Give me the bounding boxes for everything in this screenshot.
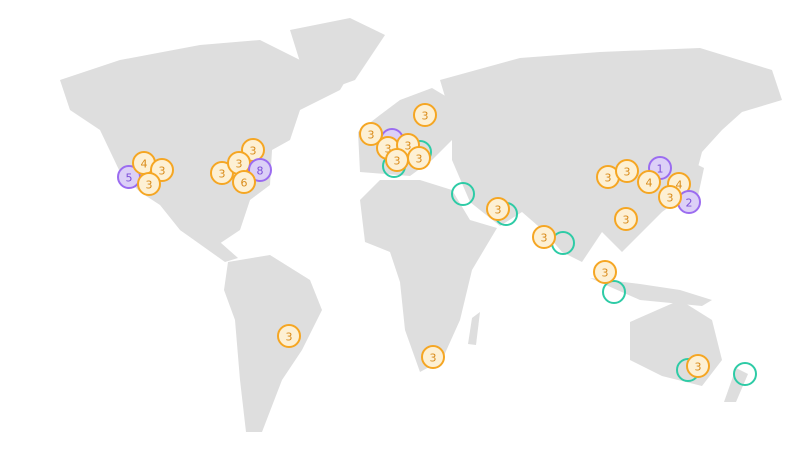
marker-count: 3 [286,331,293,344]
marker-circle [413,103,437,127]
region-marker[interactable]: 3 [137,172,161,196]
marker-count: 3 [368,129,375,142]
marker-count: 6 [241,177,248,190]
region-marker[interactable]: 8 [248,158,272,182]
north-america [60,40,355,250]
marker-count: 8 [257,165,264,178]
marker-circle [137,172,161,196]
marker-count: 3 [623,214,630,227]
marker-count: 3 [695,361,702,374]
region-marker[interactable]: 3 [486,197,510,221]
africa [360,180,497,372]
marker-count: 3 [602,267,609,280]
region-marker[interactable]: 3 [210,161,234,185]
marker-count: 3 [624,166,631,179]
region-marker[interactable]: 4 [637,170,661,194]
region-marker [602,280,626,304]
marker-count: 3 [385,143,392,156]
marker-count: 4 [141,158,148,171]
marker-count: 3 [405,140,412,153]
greenland [290,18,385,92]
marker-circle [593,260,617,284]
marker-count: 3 [159,165,166,178]
marker-circle [407,146,431,170]
madagascar [468,312,480,345]
marker-count: 3 [605,172,612,185]
marker-count: 2 [686,197,693,210]
australia [630,300,722,386]
marker-count: 3 [495,204,502,217]
marker-count: 3 [236,158,243,171]
marker-circle [421,345,445,369]
marker-circle [637,170,661,194]
marker-count: 3 [541,232,548,245]
region-marker[interactable]: 3 [407,146,431,170]
marker-count: 3 [219,168,226,181]
marker-circle [359,122,383,146]
marker-count: 3 [394,155,401,168]
marker-circle [486,197,510,221]
region-marker[interactable]: 3 [532,225,556,249]
region-marker[interactable]: 3 [615,159,639,183]
marker-circle [658,185,682,209]
new-zealand [724,368,748,402]
marker-circle [232,170,256,194]
region-marker[interactable]: 3 [359,122,383,146]
marker-count: 3 [250,145,257,158]
marker-count: 4 [676,179,683,192]
marker-circle [614,207,638,231]
marker-circle [532,225,556,249]
marker-circle [248,158,272,182]
marker-count: 3 [430,352,437,365]
marker-count: 1 [657,163,664,176]
marker-count: 3 [667,192,674,205]
region-marker[interactable]: 6 [232,170,256,194]
region-marker[interactable]: 3 [277,324,301,348]
asia [440,48,782,262]
region-marker [733,362,757,386]
region-marker[interactable]: 3 [686,354,710,378]
region-marker[interactable]: 3 [658,185,682,209]
region-marker[interactable]: 3 [614,207,638,231]
region-marker[interactable]: 3 [421,345,445,369]
region-marker [451,182,475,206]
marker-count: 3 [146,179,153,192]
indonesia [590,278,712,306]
region-marker[interactable]: 3 [385,148,409,172]
marker-count: 4 [646,177,653,190]
region-marker[interactable]: 3 [413,103,437,127]
central-america [180,230,238,262]
marker-count: 5 [126,172,133,185]
marker-count: 3 [422,110,429,123]
south-america [224,255,322,432]
continents [60,18,782,432]
marker-circle [615,159,639,183]
marker-circle [277,324,301,348]
marker-circle [686,354,710,378]
marker-count: 3 [416,153,423,166]
region-marker[interactable]: 3 [593,260,617,284]
